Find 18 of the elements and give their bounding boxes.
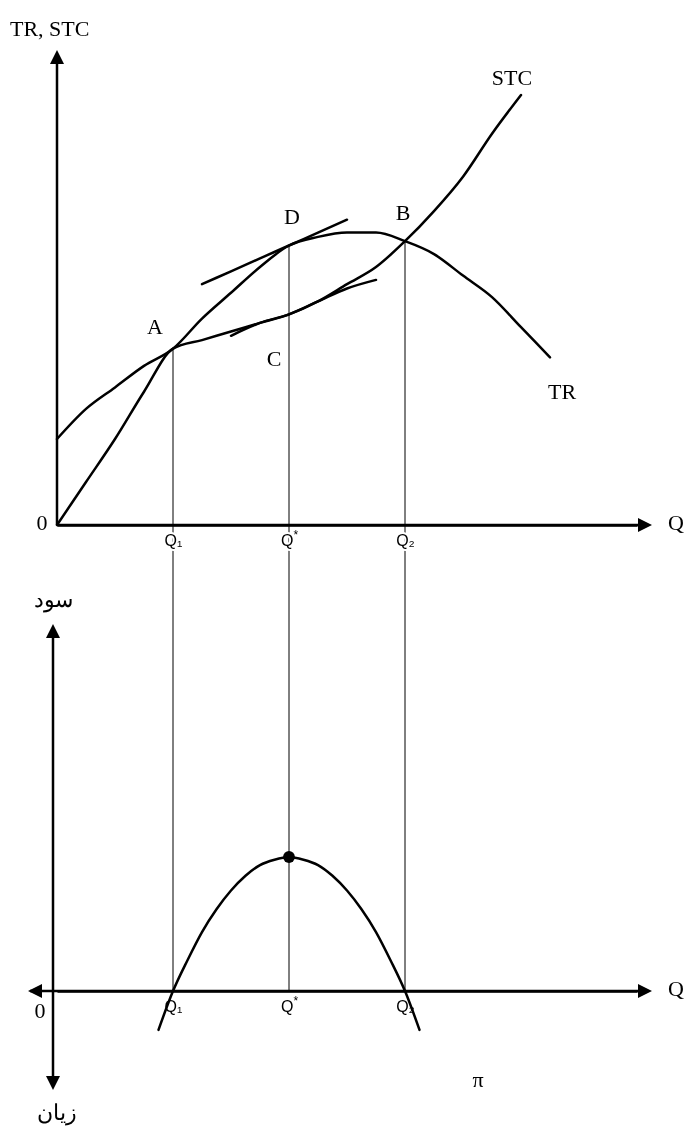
x-tick-label: Q₂ (396, 532, 415, 550)
x-tick-label: Q$^{*}$ (280, 528, 299, 550)
x-tick-label: Q$^{*}$ (280, 994, 299, 1016)
y-axis-title: TR, STC (10, 16, 90, 41)
text: 0 (36, 510, 48, 536)
annotation: A (147, 313, 164, 339)
annotation: D (284, 203, 300, 229)
annotation: B (395, 200, 411, 226)
text: زیان (37, 1100, 77, 1127)
series-label: STC (491, 65, 533, 91)
text: π (472, 1067, 484, 1093)
x-axis-title: Q (668, 510, 684, 536)
annotation: C (266, 346, 282, 372)
x-tick-label: Q₁ (164, 532, 183, 550)
series-label: TR (547, 379, 577, 405)
text: 0 (34, 998, 46, 1024)
text: سود (33, 587, 73, 614)
x-axis-title: Q (668, 976, 684, 1002)
